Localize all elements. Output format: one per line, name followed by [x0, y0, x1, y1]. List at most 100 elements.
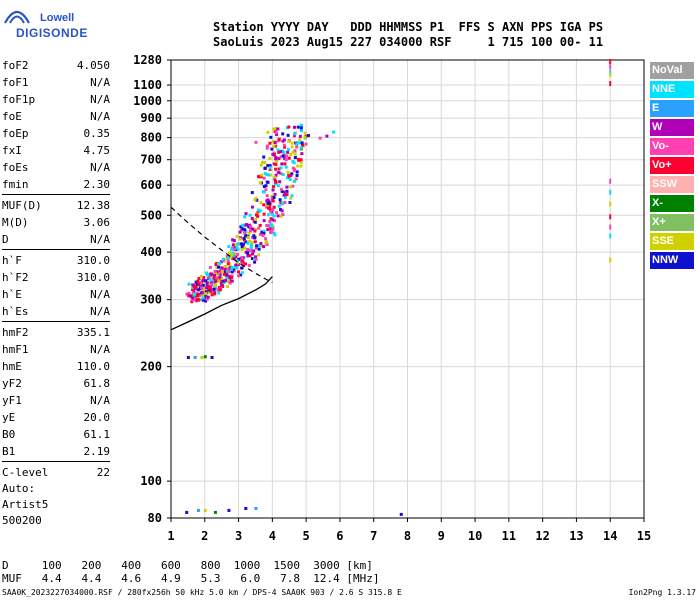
echo-point: [206, 284, 210, 288]
echo-point: [264, 188, 268, 192]
echo-point: [253, 236, 257, 240]
y-tick-label: 500: [140, 208, 162, 222]
echo-point: [215, 276, 219, 280]
parameter-row: yF1 N/A: [2, 392, 110, 409]
echo-point: [289, 173, 293, 177]
parameter-name: hmE: [2, 360, 22, 373]
echo-point: [609, 214, 612, 220]
echo-point: [226, 262, 230, 266]
echo-point: [213, 510, 217, 514]
echo-point: [226, 278, 230, 282]
echo-point: [191, 296, 195, 300]
echo-point: [256, 211, 260, 215]
echo-point: [283, 201, 287, 205]
echo-point: [253, 220, 257, 224]
echo-point: [253, 229, 257, 233]
echo-point: [222, 281, 226, 285]
echo-point: [281, 132, 285, 136]
autoscaling-label: Auto:: [2, 482, 36, 495]
echo-point: [609, 233, 612, 239]
echo-point: [203, 296, 207, 300]
echo-point: [276, 127, 280, 131]
echo-point: [265, 224, 269, 228]
parameter-name: foF1: [2, 76, 29, 89]
echo-point: [271, 218, 275, 222]
echo-point: [213, 292, 217, 296]
echo-point: [246, 248, 250, 252]
echo-point: [211, 274, 215, 278]
echo-point: [242, 236, 246, 240]
echo-point: [261, 233, 265, 237]
y-tick-label: 80: [148, 511, 162, 525]
y-tick-label: 700: [140, 153, 162, 167]
echo-point: [218, 261, 222, 265]
echo-point: [276, 139, 280, 143]
echo-point: [257, 253, 261, 257]
echo-point: [231, 253, 235, 257]
echo-point: [273, 141, 277, 145]
parameter-row: foF2 4.050: [2, 57, 110, 74]
echo-point: [193, 286, 197, 290]
parameter-value: N/A: [90, 161, 110, 174]
echo-point: [292, 167, 296, 171]
echo-point: [192, 284, 196, 288]
echo-point: [268, 166, 272, 170]
echo-point: [318, 136, 322, 140]
echo-point: [265, 243, 269, 247]
parameter-value: N/A: [90, 305, 110, 318]
echo-point: [253, 198, 257, 202]
echo-point: [609, 69, 612, 75]
echo-point: [274, 167, 278, 171]
echo-point: [210, 287, 214, 291]
parameter-row: foEp 0.35: [2, 125, 110, 142]
echo-point: [201, 298, 205, 302]
legend-item: Vo+: [650, 157, 694, 174]
echo-point: [264, 240, 268, 244]
echo-point: [221, 285, 225, 289]
echo-point: [278, 180, 282, 184]
echo-point: [246, 251, 250, 255]
echo-point: [258, 243, 262, 247]
echo-point: [296, 164, 300, 168]
echo-point: [270, 211, 274, 215]
echo-point: [257, 247, 261, 251]
echo-point: [243, 231, 247, 235]
echo-point: [267, 201, 271, 205]
echo-point: [268, 157, 272, 161]
echo-point: [239, 242, 243, 246]
x-tick-label: 9: [438, 529, 445, 543]
echo-point: [266, 213, 270, 217]
echo-point: [232, 239, 236, 243]
echo-point: [208, 286, 212, 290]
echo-point: [222, 259, 226, 263]
echo-point: [279, 208, 283, 212]
echo-point: [293, 149, 297, 153]
echo-point: [255, 244, 259, 248]
echo-point: [215, 261, 219, 265]
echo-point: [265, 194, 269, 198]
echo-point: [299, 160, 303, 164]
parameter-value: 61.1: [83, 428, 111, 441]
echo-point: [202, 286, 206, 290]
echo-point: [609, 64, 612, 70]
echo-point: [254, 246, 258, 250]
x-tick-label: 4: [269, 529, 276, 543]
echo-point: [609, 189, 612, 195]
echo-point: [219, 260, 223, 264]
echo-point: [230, 266, 234, 270]
parameter-value: N/A: [90, 343, 110, 356]
parameter-name: B0: [2, 428, 16, 441]
echo-point: [272, 127, 276, 131]
parameter-value: N/A: [90, 394, 110, 407]
legend-item: E: [650, 100, 694, 117]
echo-point: [230, 267, 234, 271]
echo-point: [300, 143, 304, 147]
echo-point: [266, 130, 270, 134]
parameter-separator: [2, 194, 110, 195]
echo-point: [295, 145, 299, 149]
echo-point: [215, 270, 219, 274]
echo-point: [201, 283, 205, 287]
echo-point: [203, 508, 207, 512]
parameter-name: C-level: [2, 466, 49, 479]
echo-point: [285, 193, 289, 197]
